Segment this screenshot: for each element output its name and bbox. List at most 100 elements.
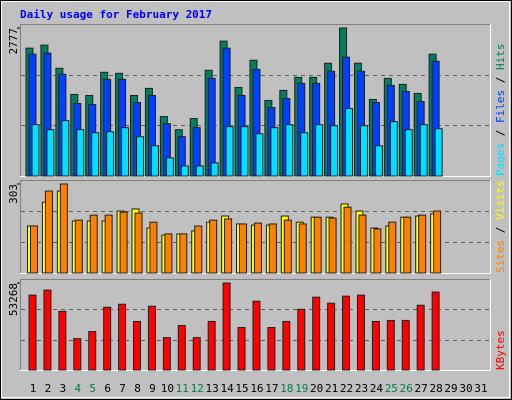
- legend-entry: Visits: [494, 180, 507, 220]
- bar: [298, 223, 307, 274]
- bar: [74, 219, 83, 274]
- bar: [207, 77, 216, 177]
- legend-separator: /: [494, 220, 507, 240]
- bar: [162, 337, 171, 371]
- bar: [91, 132, 100, 177]
- bar: [180, 165, 189, 177]
- x-tick-label: 7: [119, 382, 126, 395]
- x-tick-label: 22: [340, 382, 353, 395]
- y-tick-label: 2777: [7, 28, 20, 55]
- bar: [209, 219, 218, 274]
- bar: [313, 216, 322, 274]
- x-tick-label: 2: [45, 382, 52, 395]
- bar: [239, 223, 248, 274]
- x-tick-label: 21: [325, 382, 338, 395]
- bar: [356, 294, 365, 371]
- bar: [252, 300, 261, 371]
- bar: [30, 225, 38, 274]
- x-tick-label: 9: [149, 382, 156, 395]
- bar: [28, 294, 37, 371]
- bar: [44, 190, 53, 274]
- x-tick-label: 6: [104, 382, 111, 395]
- bar: [147, 305, 156, 371]
- x-tick-label: 13: [206, 382, 219, 395]
- legend: KBytes: [494, 330, 507, 370]
- bar: [312, 296, 321, 371]
- x-tick-label: 24: [370, 382, 384, 395]
- x-tick-label: 16: [250, 382, 263, 395]
- x-tick-label: 25: [385, 382, 398, 395]
- bar: [388, 221, 397, 274]
- legend-separator: /: [494, 123, 507, 143]
- bar: [343, 206, 352, 274]
- x-tick-label: 30: [459, 382, 472, 395]
- x-tick-label: 20: [310, 382, 323, 395]
- x-tick-label: 8: [134, 382, 141, 395]
- chart-title: Daily usage for February 2017: [20, 8, 212, 21]
- x-tick-label: 18: [280, 382, 293, 395]
- legend-entry: Pages: [494, 143, 507, 176]
- bar: [389, 121, 398, 177]
- bar: [134, 212, 143, 274]
- bar: [58, 310, 67, 371]
- bar: [136, 136, 145, 177]
- legend-entry: Sites: [494, 240, 507, 273]
- bar: [59, 183, 68, 274]
- x-tick-label: 26: [400, 382, 413, 395]
- legend-separator: /: [494, 70, 507, 90]
- x-tick-label: 27: [415, 382, 428, 395]
- bar: [164, 233, 173, 274]
- x-tick-label: 29: [444, 382, 457, 395]
- bar: [300, 132, 309, 177]
- bar: [359, 125, 368, 177]
- bar: [177, 324, 186, 371]
- bar: [283, 219, 292, 274]
- bar: [404, 129, 413, 177]
- bar: [76, 129, 85, 177]
- bar: [267, 327, 276, 371]
- bar: [133, 320, 142, 371]
- bar: [119, 211, 128, 274]
- bar: [73, 338, 82, 371]
- bar: [103, 306, 112, 371]
- bar: [282, 320, 291, 371]
- bar: [342, 295, 351, 371]
- bar: [285, 124, 294, 177]
- bar: [165, 157, 174, 177]
- x-tick-label: 17: [265, 382, 278, 395]
- legend: Sites / Visits: [494, 180, 507, 273]
- bar: [431, 291, 440, 371]
- x-tick-label: 10: [161, 382, 174, 395]
- x-tick-label: 31: [474, 382, 487, 395]
- bar: [268, 223, 277, 274]
- x-tick-label: 11: [176, 382, 189, 395]
- x-tick-label: 1: [30, 382, 37, 395]
- bar: [104, 214, 113, 274]
- x-tick-label: 28: [429, 382, 442, 395]
- bar: [43, 289, 52, 371]
- bar: [371, 320, 380, 371]
- bar: [433, 210, 442, 274]
- bar: [149, 221, 158, 274]
- bar: [373, 228, 382, 274]
- bar: [330, 125, 339, 177]
- bar: [121, 127, 130, 177]
- bar: [179, 233, 188, 274]
- x-tick-label: 15: [235, 382, 248, 395]
- bar: [328, 217, 337, 274]
- bar: [89, 214, 98, 274]
- legend: Pages / Files / Hits: [494, 44, 507, 177]
- bar: [327, 302, 336, 371]
- bar: [192, 337, 201, 371]
- bar: [386, 319, 395, 371]
- bar: [297, 308, 306, 371]
- y-tick-label: 303: [7, 184, 20, 204]
- bar: [270, 127, 279, 177]
- bar: [225, 126, 234, 177]
- bar: [253, 222, 262, 274]
- bar: [31, 124, 40, 177]
- bar: [416, 304, 425, 371]
- bar: [434, 128, 443, 177]
- bar: [46, 129, 55, 177]
